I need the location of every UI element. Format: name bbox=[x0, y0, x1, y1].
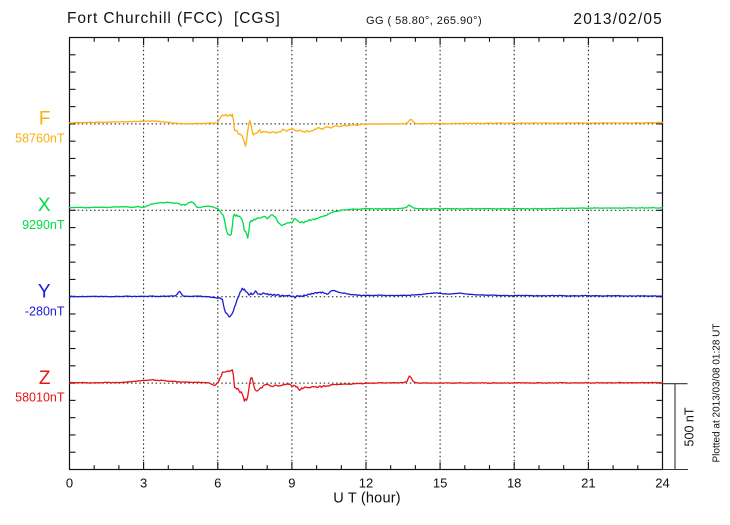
svg-text:U T (hour): U T (hour) bbox=[333, 491, 401, 507]
svg-text:Y: Y bbox=[38, 282, 51, 303]
svg-text:2013/02/05: 2013/02/05 bbox=[573, 11, 663, 28]
svg-text:500 nT: 500 nT bbox=[683, 407, 697, 446]
svg-text:X: X bbox=[38, 195, 51, 216]
svg-text:12: 12 bbox=[359, 476, 373, 491]
svg-text:0: 0 bbox=[66, 476, 73, 491]
svg-text:6: 6 bbox=[214, 476, 221, 491]
svg-text:9: 9 bbox=[288, 476, 295, 491]
svg-text:24: 24 bbox=[655, 476, 669, 491]
svg-text:GG ( 58.80°, 265.90°): GG ( 58.80°, 265.90°) bbox=[366, 15, 482, 27]
svg-text:15: 15 bbox=[433, 476, 447, 491]
svg-text:Z: Z bbox=[39, 368, 51, 389]
svg-text:58010nT: 58010nT bbox=[15, 391, 65, 405]
svg-text:21: 21 bbox=[581, 476, 595, 491]
svg-text:Fort Churchill (FCC) [CGS]: Fort Churchill (FCC) [CGS] bbox=[67, 10, 281, 27]
svg-text:F: F bbox=[39, 109, 51, 130]
svg-text:-280nT: -280nT bbox=[25, 304, 65, 318]
svg-text:18: 18 bbox=[507, 476, 521, 491]
svg-text:58760nT: 58760nT bbox=[15, 132, 65, 146]
svg-text:Plotted at 2013/03/08 01:28 UT: Plotted at 2013/03/08 01:28 UT bbox=[712, 324, 723, 463]
svg-text:9290nT: 9290nT bbox=[22, 218, 65, 232]
svg-text:3: 3 bbox=[140, 476, 147, 491]
